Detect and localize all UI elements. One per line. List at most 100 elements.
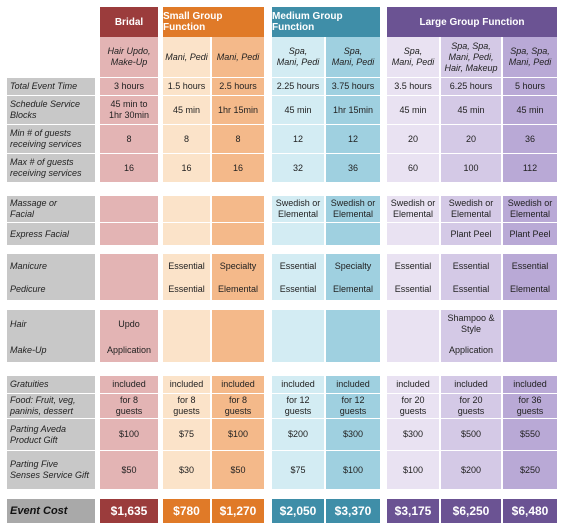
cell-max_guests: 36	[326, 154, 380, 182]
cell-pedicure: Essential	[441, 278, 501, 300]
cell-schedule: 45 min	[163, 96, 210, 124]
services-cell: Spa, Mani, Pedi	[272, 37, 324, 77]
cell-hair	[503, 310, 557, 338]
cell-gratuities: included	[326, 376, 380, 393]
cell-food: for 20 guests	[387, 394, 439, 418]
cell-schedule: 45 min to 1hr 30min	[100, 96, 158, 124]
cell-makeup: Application	[100, 338, 158, 362]
event-cost-cell: $6,250	[441, 499, 501, 523]
cell-gratuities: included	[387, 376, 439, 393]
cell-total_time: 6.25 hours	[441, 78, 501, 95]
cell-aveda: $75	[163, 419, 210, 450]
cell-food: for 36 guests	[503, 394, 557, 418]
cell-manicure: Essential	[441, 254, 501, 278]
event-cost-cell: $6,480	[503, 499, 557, 523]
header-2: Medium Group Function	[272, 7, 380, 37]
cell-pedicure: Essential	[387, 278, 439, 300]
cell-gratuities: included	[503, 376, 557, 393]
cell-pedicure	[100, 278, 158, 300]
cell-total_time: 5 hours	[503, 78, 557, 95]
cell-aveda: $500	[441, 419, 501, 450]
cell-express_facial: Plant Peel	[441, 223, 501, 245]
cell-manicure	[100, 254, 158, 278]
cell-manicure: Specialty	[326, 254, 380, 278]
cell-aveda: $100	[100, 419, 158, 450]
cell-food: for 12 guests	[326, 394, 380, 418]
cell-five_senses: $30	[163, 451, 210, 489]
row-label-max_guests: Max # of guests receiving services	[7, 154, 95, 182]
cell-hair: Shampoo & Style	[441, 310, 501, 338]
services-cell: Spa, Mani, Pedi	[387, 37, 439, 77]
services-cell: Spa, Mani, Pedi	[326, 37, 380, 77]
cell-aveda: $200	[272, 419, 324, 450]
cell-five_senses: $50	[100, 451, 158, 489]
cell-massage	[163, 196, 210, 222]
cell-massage: Swedish or Elemental	[387, 196, 439, 222]
cell-food: for 8 guests	[212, 394, 264, 418]
cell-max_guests: 32	[272, 154, 324, 182]
services-cell: Hair Updo, Make-Up	[100, 37, 158, 77]
services-cell: Mani, Pedi	[212, 37, 264, 77]
cell-gratuities: included	[163, 376, 210, 393]
cell-five_senses: $250	[503, 451, 557, 489]
cell-pedicure: Elemental	[326, 278, 380, 300]
cell-express_facial	[212, 223, 264, 245]
cell-schedule: 1hr 15min	[326, 96, 380, 124]
cell-max_guests: 100	[441, 154, 501, 182]
cell-total_time: 3 hours	[100, 78, 158, 95]
cell-makeup	[387, 338, 439, 362]
cell-five_senses: $100	[387, 451, 439, 489]
cell-gratuities: included	[441, 376, 501, 393]
event-cost-cell: $3,370	[326, 499, 380, 523]
cell-massage: Swedish or Elemental	[326, 196, 380, 222]
cell-massage: Swedish or Elemental	[272, 196, 324, 222]
cell-express_facial: Plant Peel	[503, 223, 557, 245]
cell-five_senses: $50	[212, 451, 264, 489]
cell-min_guests: 20	[441, 125, 501, 153]
cell-hair	[212, 310, 264, 338]
cell-express_facial	[326, 223, 380, 245]
cell-massage	[100, 196, 158, 222]
cell-pedicure: Essential	[272, 278, 324, 300]
cell-max_guests: 112	[503, 154, 557, 182]
cell-manicure: Essential	[503, 254, 557, 278]
cell-makeup: Application	[441, 338, 501, 362]
event-cost-cell: $780	[163, 499, 210, 523]
row-label-total_time: Total Event Time	[7, 78, 95, 95]
cell-pedicure: Elemental	[212, 278, 264, 300]
row-label-makeup: Make-Up	[7, 338, 95, 362]
cell-express_facial	[387, 223, 439, 245]
cell-gratuities: included	[212, 376, 264, 393]
cell-min_guests: 20	[387, 125, 439, 153]
event-cost-cell: $1,270	[212, 499, 264, 523]
cell-manicure: Specialty	[212, 254, 264, 278]
header-0: Bridal	[100, 7, 158, 37]
cell-massage	[212, 196, 264, 222]
cell-min_guests: 8	[212, 125, 264, 153]
cell-hair	[272, 310, 324, 338]
cell-five_senses: $200	[441, 451, 501, 489]
row-label-gratuities: Gratuities	[7, 376, 95, 393]
header-3: Large Group Function	[387, 7, 557, 37]
services-cell: Spa, Spa, Mani, Pedi, Hair, Makeup	[441, 37, 501, 77]
cell-max_guests: 16	[163, 154, 210, 182]
cell-makeup	[212, 338, 264, 362]
row-label-aveda: Parting Aveda Product Gift	[7, 419, 95, 450]
cell-hair	[387, 310, 439, 338]
cell-schedule: 1hr 15min	[212, 96, 264, 124]
cell-aveda: $300	[387, 419, 439, 450]
cell-five_senses: $75	[272, 451, 324, 489]
cell-manicure: Essential	[163, 254, 210, 278]
cell-express_facial	[163, 223, 210, 245]
event-cost-cell: $3,175	[387, 499, 439, 523]
cell-food: for 20 guests	[441, 394, 501, 418]
cell-pedicure: Essential	[163, 278, 210, 300]
cell-five_senses: $100	[326, 451, 380, 489]
cell-food: for 8 guests	[163, 394, 210, 418]
row-label-five_senses: Parting Five Senses Service Gift	[7, 451, 95, 489]
services-cell: Mani, Pedi	[163, 37, 210, 77]
cell-min_guests: 8	[163, 125, 210, 153]
services-cell: Spa, Spa, Mani, Pedi	[503, 37, 557, 77]
cell-total_time: 2.25 hours	[272, 78, 324, 95]
cell-total_time: 2.5 hours	[212, 78, 264, 95]
